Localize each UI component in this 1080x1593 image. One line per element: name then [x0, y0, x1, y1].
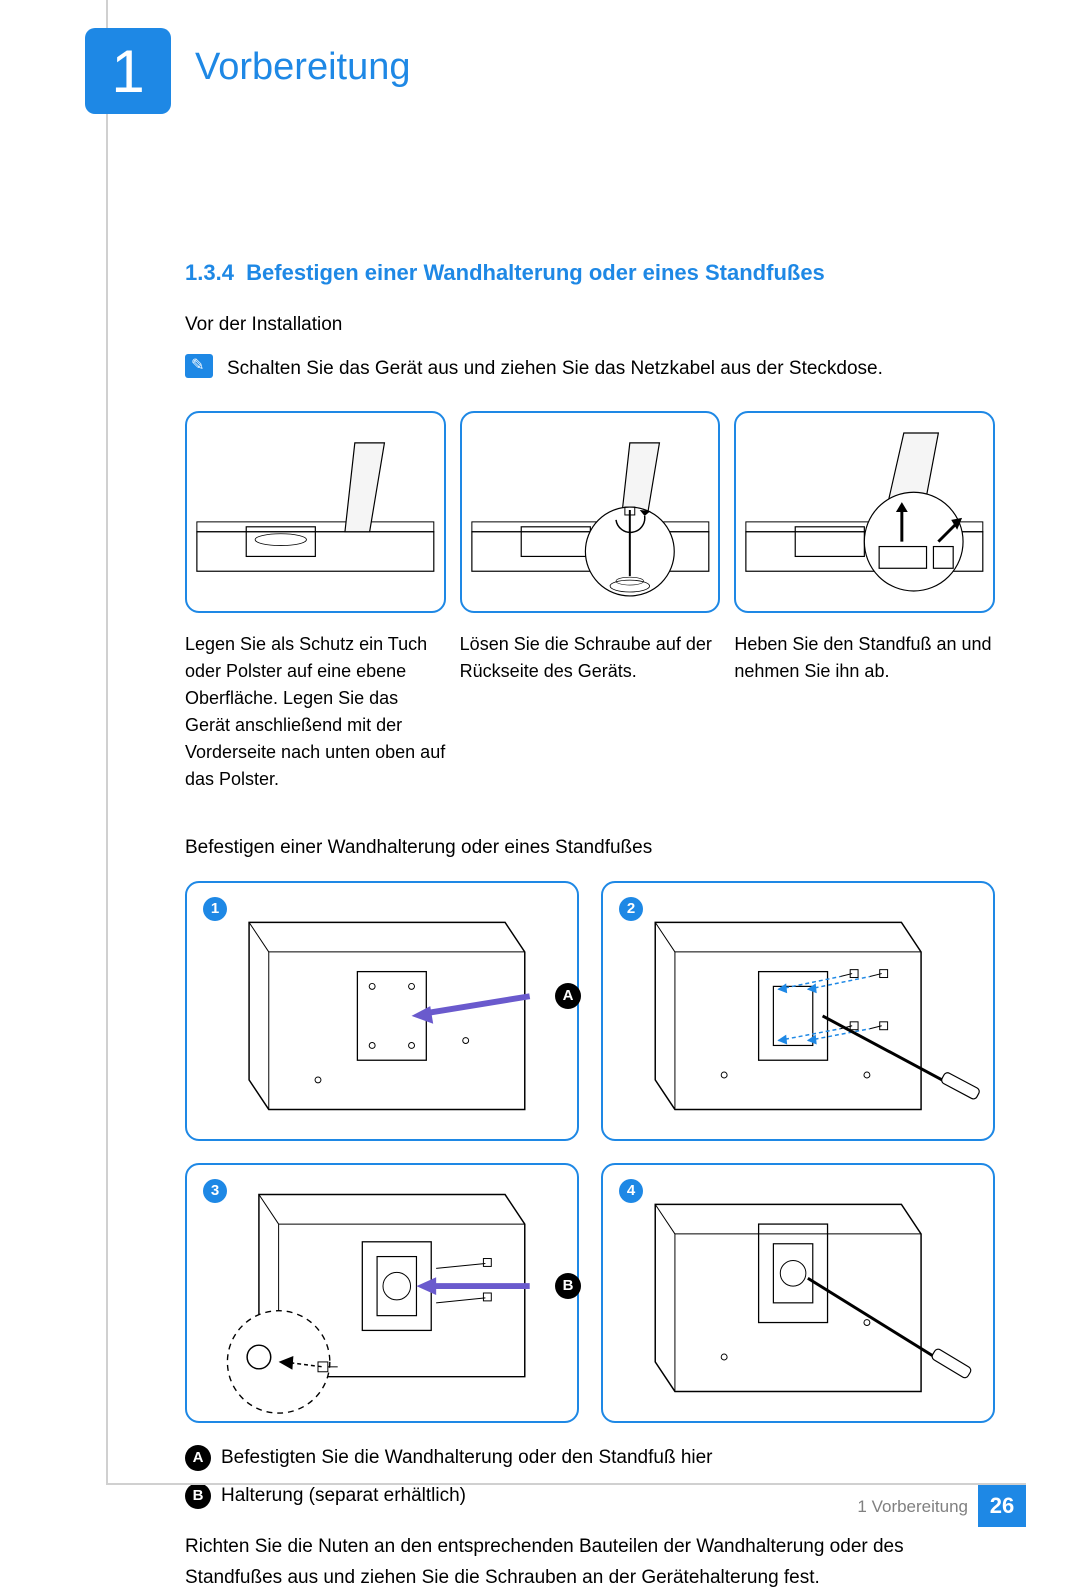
tri-illustrations	[185, 411, 995, 613]
body-paragraph: Richten Sie die Nuten an den entsprechen…	[185, 1531, 995, 1593]
caption-1: Legen Sie als Schutz ein Tuch oder Polst…	[185, 631, 446, 793]
panel-number-1: 1	[203, 897, 227, 921]
tri-captions: Legen Sie als Schutz ein Tuch oder Polst…	[185, 631, 995, 793]
note-row: Schalten Sie das Gerät aus und ziehen Si…	[185, 354, 995, 383]
note-icon	[185, 354, 213, 378]
panel-number-4: 4	[619, 1179, 643, 1203]
chapter-number: 1	[111, 37, 144, 106]
chapter-tab: 1	[85, 28, 171, 114]
legend-text-a: Befestigten Sie die Wandhalterung oder d…	[221, 1447, 713, 1469]
qpanel-3: 3 B	[185, 1163, 579, 1423]
content-area: 1.3.4 Befestigen einer Wandhalterung ode…	[185, 260, 995, 1593]
qpanel-2: 2	[601, 881, 995, 1141]
qpanel-1: 1 A	[185, 881, 579, 1141]
quad-row-2: 3 B 4	[185, 1163, 995, 1423]
qpanel-2-wrap: 2	[601, 881, 995, 1141]
illus-panel-1	[185, 411, 446, 613]
caption-2: Lösen Sie die Schraube auf der Rückseite…	[460, 631, 721, 793]
caption-3: Heben Sie den Standfuß an und nehmen Sie…	[734, 631, 995, 793]
legend-badge-a: A	[185, 1445, 211, 1471]
chapter-title: Vorbereitung	[195, 46, 411, 89]
footer-label: 1 Vorbereitung	[857, 1497, 968, 1517]
mount-subhead: Befestigen einer Wandhalterung oder eine…	[185, 837, 995, 859]
panel-number-2: 2	[619, 897, 643, 921]
preinstall-heading: Vor der Installation	[185, 314, 995, 336]
panel-number-3: 3	[203, 1179, 227, 1203]
section-heading: 1.3.4 Befestigen einer Wandhalterung ode…	[185, 260, 995, 286]
qpanel-4: 4	[601, 1163, 995, 1423]
qpanel-3-wrap: 3 B	[185, 1163, 579, 1423]
note-text: Schalten Sie das Gerät aus und ziehen Si…	[227, 354, 883, 383]
qpanel-1-wrap: 1 A	[185, 881, 579, 1141]
illus-panel-3	[734, 411, 995, 613]
left-rule	[106, 0, 108, 1485]
legend-row-a: A Befestigten Sie die Wandhalterung oder…	[185, 1445, 995, 1471]
panel-letter-b: B	[555, 1273, 581, 1299]
footer: 1 Vorbereitung 26	[0, 1483, 1080, 1527]
section-number: 1.3.4	[185, 260, 234, 285]
footer-rule	[106, 1483, 1026, 1485]
quad-row-1: 1 A	[185, 881, 995, 1141]
footer-page: 26	[978, 1485, 1026, 1527]
section-title-text: Befestigen einer Wandhalterung oder eine…	[246, 260, 825, 285]
panel-letter-a: A	[555, 983, 581, 1009]
illus-panel-2	[460, 411, 721, 613]
qpanel-4-wrap: 4	[601, 1163, 995, 1423]
